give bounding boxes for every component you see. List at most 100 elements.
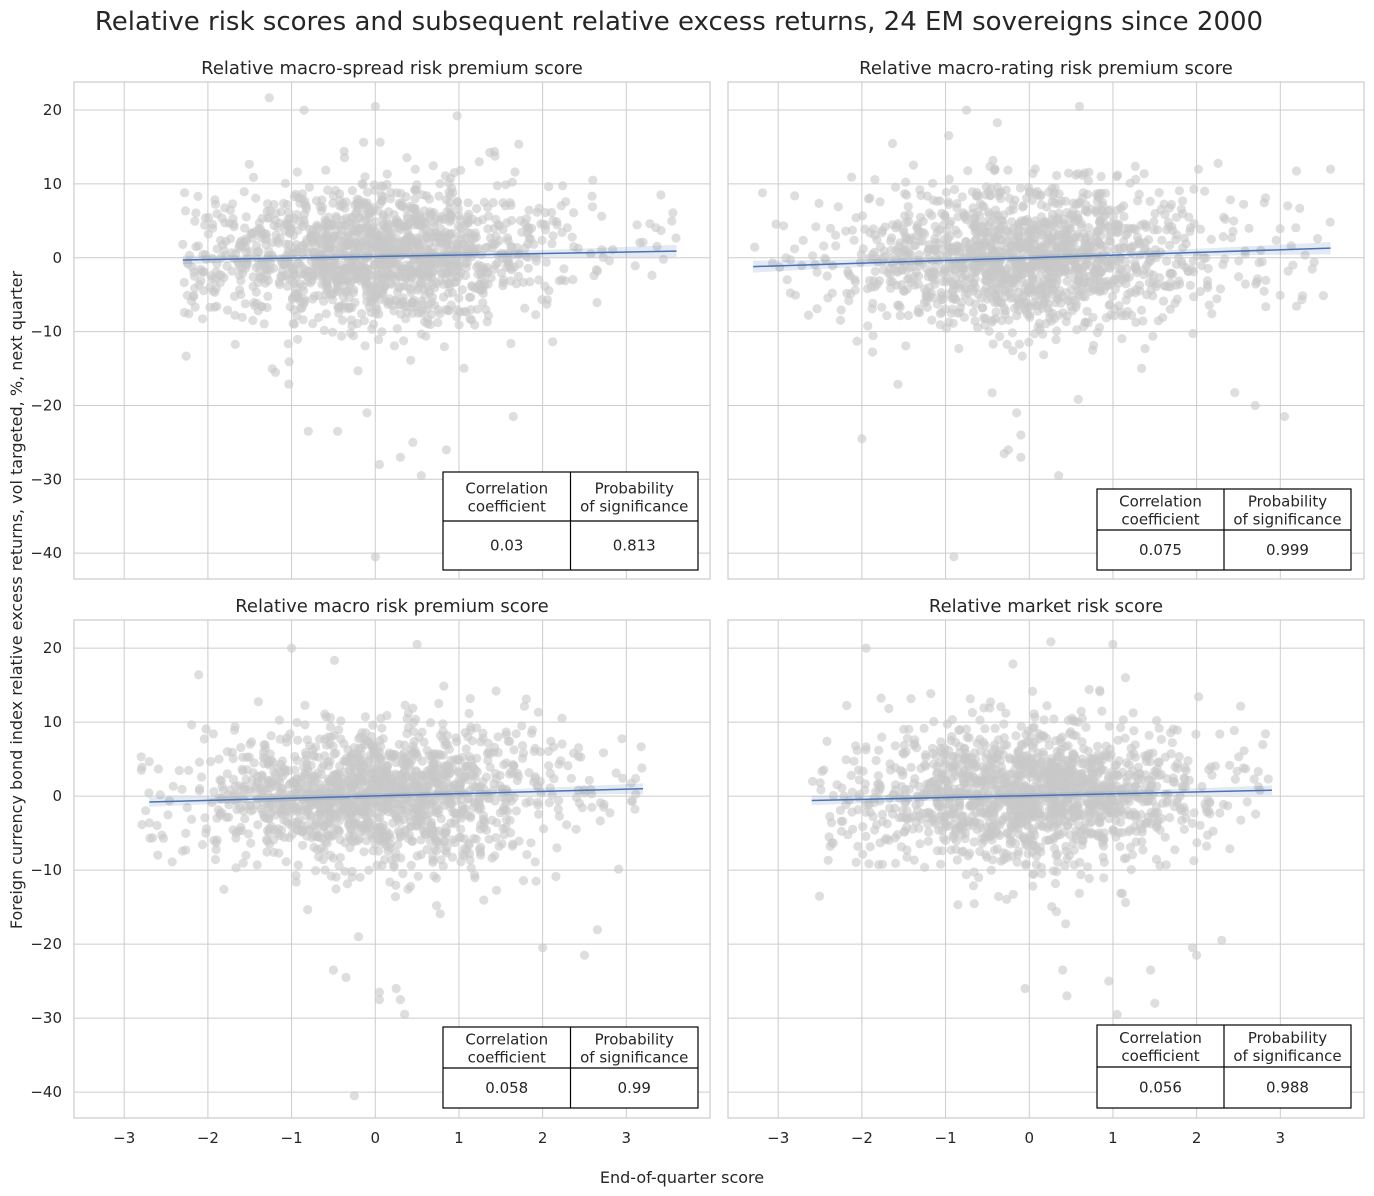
data-point: [995, 331, 1005, 342]
data-point: [961, 270, 971, 280]
data-point: [237, 312, 247, 322]
data-point: [456, 777, 466, 787]
data-point: [618, 773, 628, 783]
data-point: [1011, 263, 1022, 273]
data-point: [973, 323, 983, 333]
data-point: [438, 734, 448, 745]
data-point: [273, 238, 284, 248]
data-point: [896, 280, 906, 290]
data-point: [495, 770, 505, 781]
data-point: [922, 302, 932, 312]
data-point: [895, 311, 905, 321]
data-point: [163, 810, 173, 820]
data-point: [1096, 257, 1106, 267]
outlier-point: [1012, 408, 1022, 418]
data-point: [939, 267, 950, 277]
data-point: [1135, 286, 1145, 296]
data-point: [241, 850, 251, 861]
data-point: [1030, 164, 1040, 174]
data-point: [527, 725, 538, 735]
data-point: [454, 293, 464, 303]
data-point: [996, 187, 1006, 197]
data-point: [798, 235, 808, 245]
data-point: [481, 825, 492, 835]
data-point: [1154, 188, 1164, 198]
data-point: [306, 256, 316, 266]
data-point: [1105, 258, 1115, 269]
data-point: [284, 207, 294, 218]
data-point: [566, 773, 577, 784]
data-point: [1089, 340, 1099, 350]
data-point: [1193, 164, 1203, 174]
data-point: [1174, 186, 1184, 196]
outlier-point: [1003, 445, 1013, 455]
data-point: [289, 265, 299, 275]
data-point: [400, 826, 410, 837]
data-point: [439, 681, 449, 691]
data-point: [443, 279, 453, 289]
data-point: [266, 792, 276, 803]
data-point: [320, 865, 330, 875]
data-point: [241, 774, 251, 785]
data-point: [1054, 310, 1064, 320]
data-point: [267, 238, 277, 248]
data-point: [1178, 243, 1188, 253]
y-tick-label: −30: [30, 1009, 62, 1027]
data-point: [561, 197, 571, 207]
data-point: [908, 160, 919, 170]
data-point: [847, 225, 858, 235]
data-point: [441, 304, 451, 314]
data-point: [269, 835, 279, 845]
data-point: [426, 794, 436, 804]
table-header: Probability of significance: [1233, 493, 1341, 529]
data-point: [1189, 184, 1199, 194]
data-point: [388, 794, 398, 804]
data-point: [394, 739, 404, 750]
data-point: [260, 740, 270, 750]
data-point: [592, 297, 602, 308]
data-point: [204, 212, 214, 223]
data-point: [266, 731, 276, 741]
data-point: [335, 852, 345, 863]
data-point: [1123, 289, 1133, 299]
data-point: [368, 245, 378, 255]
data-point: [790, 290, 801, 300]
data-point: [1071, 302, 1081, 312]
data-point: [332, 824, 342, 834]
data-point: [456, 230, 466, 240]
data-point: [548, 231, 558, 241]
outlier-point: [1325, 164, 1336, 174]
data-point: [1048, 191, 1058, 201]
data-point: [467, 281, 477, 291]
data-point: [336, 331, 347, 341]
data-point: [472, 304, 482, 314]
data-point: [977, 303, 987, 313]
data-point: [325, 739, 335, 749]
outlier-point: [353, 932, 364, 942]
data-point: [368, 720, 378, 730]
data-point: [439, 259, 449, 269]
outlier-point: [287, 643, 297, 653]
data-point: [144, 757, 154, 767]
data-point: [227, 266, 237, 276]
data-point: [533, 797, 543, 807]
data-point: [375, 137, 385, 147]
data-point: [145, 833, 155, 843]
data-point: [668, 208, 678, 218]
data-point: [410, 194, 420, 204]
data-point: [1012, 301, 1023, 311]
data-point: [248, 281, 258, 291]
data-point: [614, 864, 624, 874]
data-point: [362, 203, 372, 213]
data-point: [240, 223, 250, 233]
data-point: [411, 209, 421, 220]
data-point: [944, 131, 954, 141]
data-point: [1121, 230, 1131, 240]
data-point: [333, 282, 343, 292]
outlier-point: [416, 471, 426, 481]
data-point: [1095, 217, 1105, 227]
data-point: [530, 857, 540, 867]
data-point: [422, 766, 432, 777]
data-point: [1114, 256, 1124, 266]
